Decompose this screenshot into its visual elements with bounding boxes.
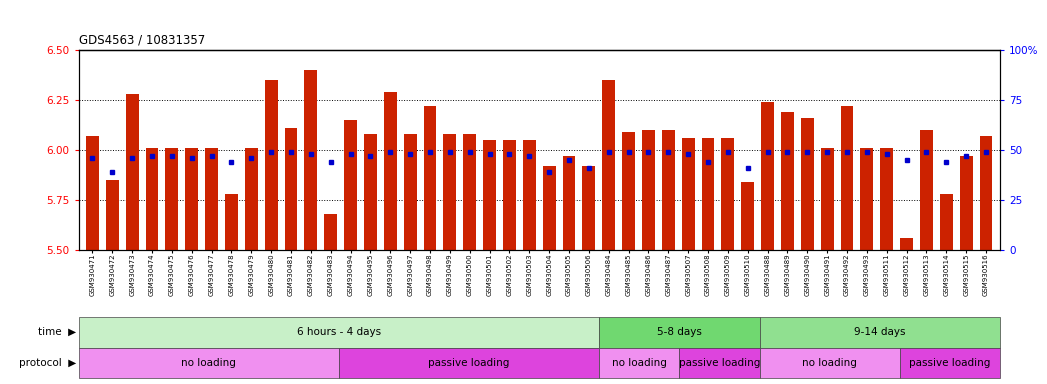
Bar: [305, 70, 317, 250]
Bar: [980, 136, 993, 250]
Bar: [781, 112, 794, 250]
Text: protocol  ▶: protocol ▶: [19, 358, 76, 368]
Text: 6 hours - 4 days: 6 hours - 4 days: [297, 327, 381, 337]
Bar: [205, 148, 218, 250]
Bar: [759, 317, 1000, 348]
Bar: [821, 148, 833, 250]
Bar: [582, 166, 596, 250]
Bar: [106, 180, 118, 250]
Bar: [265, 80, 277, 250]
Text: no loading: no loading: [181, 358, 237, 368]
Text: 5-8 days: 5-8 days: [656, 327, 701, 337]
Text: 9-14 days: 9-14 days: [854, 327, 906, 337]
Bar: [364, 134, 377, 250]
Bar: [424, 106, 437, 250]
Bar: [761, 102, 774, 250]
Text: time  ▶: time ▶: [39, 327, 76, 337]
Text: passive loading: passive loading: [428, 358, 510, 368]
Bar: [542, 166, 556, 250]
Bar: [599, 348, 680, 378]
Bar: [841, 106, 853, 250]
Bar: [940, 194, 953, 250]
Bar: [443, 134, 456, 250]
Bar: [682, 138, 694, 250]
Bar: [339, 348, 599, 378]
Bar: [463, 134, 476, 250]
Bar: [126, 94, 138, 250]
Bar: [599, 317, 759, 348]
Bar: [622, 132, 636, 250]
Bar: [741, 182, 754, 250]
Bar: [701, 138, 714, 250]
Bar: [344, 120, 357, 250]
Bar: [79, 348, 339, 378]
Text: no loading: no loading: [802, 358, 857, 368]
Bar: [662, 130, 674, 250]
Bar: [960, 156, 973, 250]
Bar: [146, 148, 158, 250]
Text: passive loading: passive loading: [678, 358, 760, 368]
Bar: [325, 214, 337, 250]
Bar: [225, 194, 238, 250]
Bar: [602, 80, 616, 250]
Bar: [562, 156, 576, 250]
Bar: [680, 348, 759, 378]
Bar: [522, 140, 536, 250]
Bar: [503, 140, 516, 250]
Bar: [920, 130, 933, 250]
Bar: [801, 118, 814, 250]
Bar: [900, 238, 913, 250]
Text: no loading: no loading: [611, 358, 667, 368]
Bar: [185, 148, 198, 250]
Bar: [384, 92, 397, 250]
Bar: [759, 348, 899, 378]
Bar: [721, 138, 734, 250]
Bar: [285, 128, 297, 250]
Bar: [642, 130, 654, 250]
Bar: [86, 136, 98, 250]
Bar: [245, 148, 258, 250]
Bar: [165, 148, 178, 250]
Bar: [899, 348, 1000, 378]
Bar: [79, 317, 599, 348]
Text: passive loading: passive loading: [909, 358, 990, 368]
Bar: [861, 148, 873, 250]
Bar: [881, 148, 893, 250]
Bar: [404, 134, 417, 250]
Text: GDS4563 / 10831357: GDS4563 / 10831357: [79, 33, 205, 46]
Bar: [483, 140, 496, 250]
